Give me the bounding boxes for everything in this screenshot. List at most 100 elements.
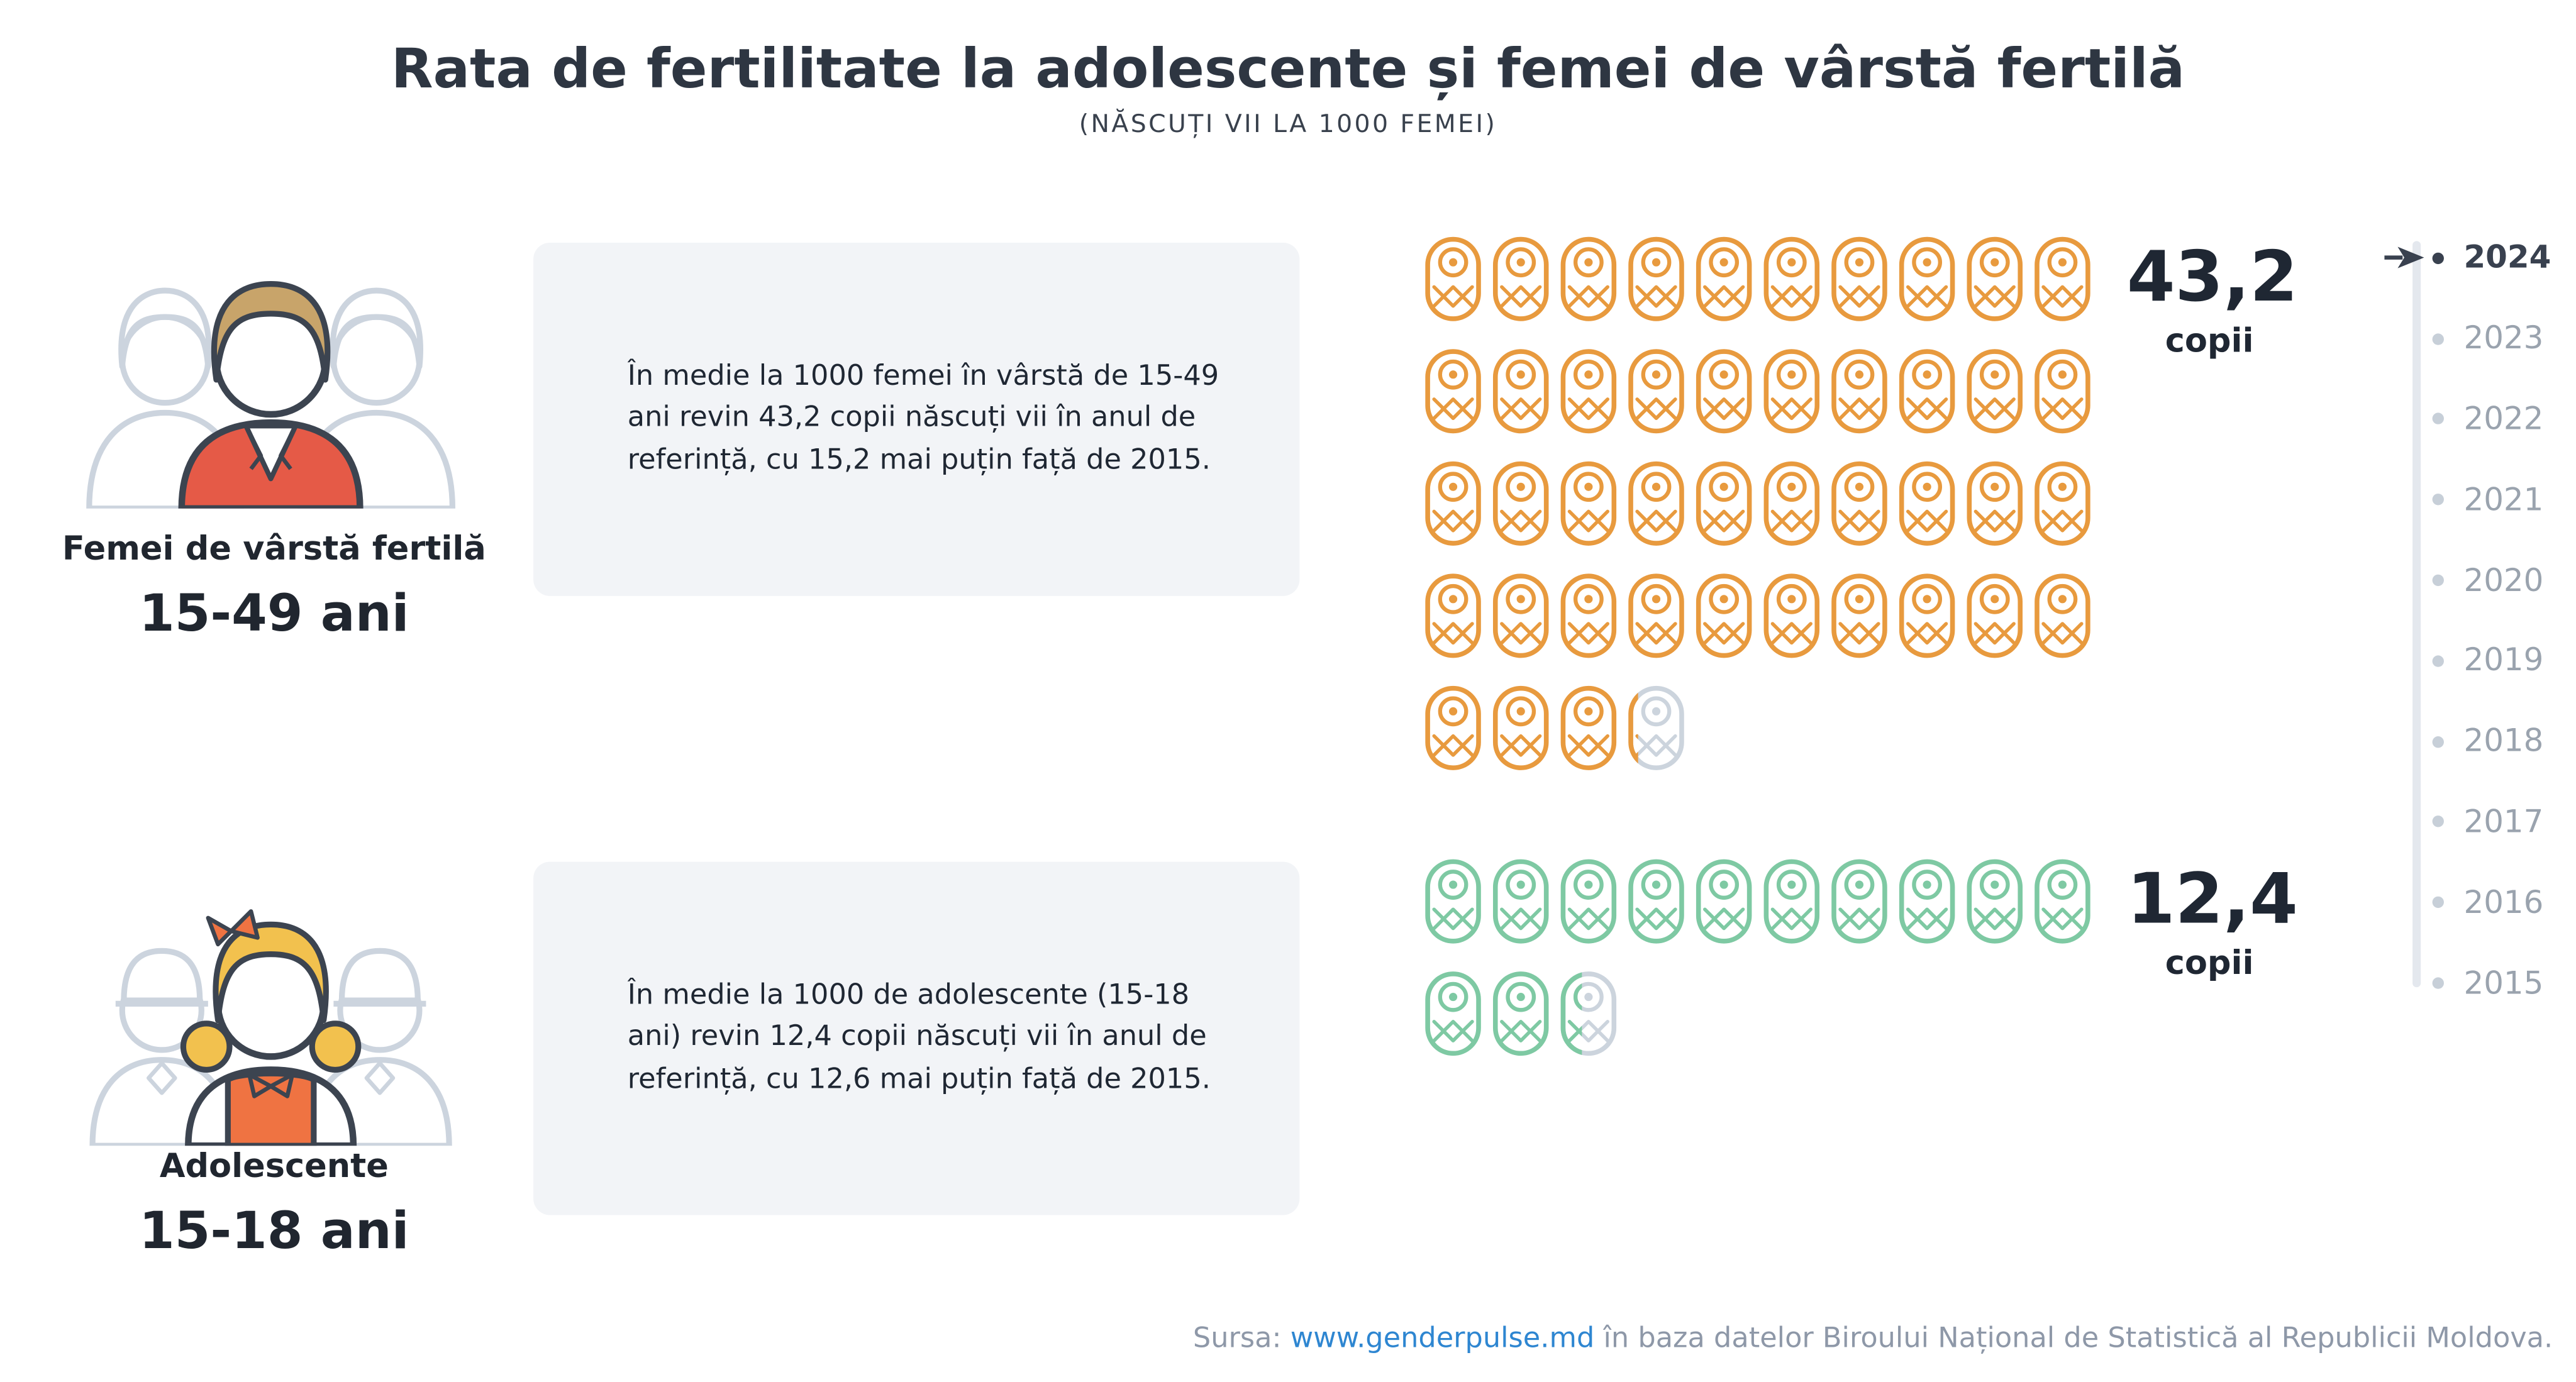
timeline-cursor-icon xyxy=(2381,245,2428,272)
timeline-dot xyxy=(2432,413,2444,426)
baby-icon xyxy=(1423,236,1483,322)
timeline-track xyxy=(2412,241,2421,988)
baby-icon xyxy=(1897,348,1957,434)
baby-icon xyxy=(1694,573,1754,659)
baby-icon xyxy=(1762,236,1822,322)
description-text: În medie la 1000 femei în vârstă de 15-4… xyxy=(627,359,1219,477)
baby-icon xyxy=(1491,348,1551,434)
baby-icon xyxy=(2033,348,2092,434)
timeline-year-2020[interactable]: 2020 xyxy=(2378,540,2576,621)
description-text: În medie la 1000 de adolescente (15-18 a… xyxy=(627,978,1211,1096)
stat-value: 12,4 xyxy=(2126,858,2298,939)
timeline-year-2023[interactable]: 2023 xyxy=(2378,299,2576,379)
timeline-year-label: 2021 xyxy=(2463,482,2544,518)
baby-icon xyxy=(1559,858,1619,944)
baby-icon xyxy=(1829,461,1889,547)
baby-icon xyxy=(1965,573,2025,659)
timeline-dot xyxy=(2432,816,2444,828)
timeline-dot xyxy=(2432,333,2444,345)
baby-icon xyxy=(1762,858,1822,944)
timeline-year-2016[interactable]: 2016 xyxy=(2378,863,2576,943)
baby-icon xyxy=(1559,573,1619,659)
baby-icon xyxy=(1762,348,1822,434)
baby-icon xyxy=(1897,461,1957,547)
baby-icon xyxy=(2033,461,2092,547)
baby-icon xyxy=(1965,858,2025,944)
adolescents-caption: Adolescente 15-18 ani xyxy=(16,1146,531,1261)
baby-icon xyxy=(1897,573,1957,659)
baby-icon xyxy=(1491,236,1551,322)
timeline-years: 2024 2023 2022 2021 2020 2019 2018 2017 2016 2015 xyxy=(2378,218,2576,1024)
source-link[interactable]: www.genderpulse.md xyxy=(1290,1322,1595,1356)
stat-adolescents: 12,4 copii xyxy=(2126,858,2298,983)
baby-icon xyxy=(1559,236,1619,322)
baby-icon-partial xyxy=(1626,685,1686,771)
baby-icon xyxy=(1897,858,1957,944)
timeline-year-label: 2015 xyxy=(2463,965,2544,1002)
baby-icon xyxy=(1559,685,1619,771)
description-card-adolescents: În medie la 1000 de adolescente (15-18 a… xyxy=(533,861,1300,1215)
page-title: Rata de fertilitate la adolescente și fe… xyxy=(391,36,2185,101)
baby-icon xyxy=(1965,461,2025,547)
baby-icon xyxy=(1491,858,1551,944)
pictogram-grid-adolescents xyxy=(1423,858,2104,1056)
page-subtitle: (NĂSCUȚI VII LA 1000 FEMEI) xyxy=(1079,109,1497,139)
baby-icon xyxy=(1491,573,1551,659)
baby-icon xyxy=(1559,461,1619,547)
timeline-year-label: 2020 xyxy=(2463,562,2544,599)
timeline-year-2017[interactable]: 2017 xyxy=(2378,782,2576,862)
baby-icon xyxy=(1626,858,1686,944)
timeline-year-2019[interactable]: 2019 xyxy=(2378,621,2576,701)
timeline-year-2022[interactable]: 2022 xyxy=(2378,379,2576,460)
timeline-year-label: 2017 xyxy=(2463,804,2544,841)
baby-icon xyxy=(1965,236,2025,322)
baby-icon xyxy=(1762,461,1822,547)
baby-icon xyxy=(1423,685,1483,771)
baby-icon xyxy=(1423,971,1483,1057)
source-suffix: în baza datelor Biroului Național de Sta… xyxy=(1594,1322,2553,1356)
baby-icon xyxy=(1423,348,1483,434)
baby-icon xyxy=(2033,236,2092,322)
baby-icon xyxy=(1423,573,1483,659)
adolescents-group-illustration xyxy=(79,862,462,1153)
baby-icon xyxy=(1829,236,1889,322)
stat-unit: copii xyxy=(2165,320,2254,360)
description-card-women: În medie la 1000 femei în vârstă de 15-4… xyxy=(533,242,1300,596)
timeline-year-label: 2018 xyxy=(2463,723,2544,760)
stat-value: 43,2 xyxy=(2126,236,2298,318)
baby-icon xyxy=(1829,573,1889,659)
stat-women: 43,2 copii xyxy=(2126,236,2298,360)
baby-icon xyxy=(2033,858,2092,944)
women-group-illustration xyxy=(79,224,462,515)
baby-icon xyxy=(1829,348,1889,434)
baby-icon xyxy=(1829,858,1889,944)
source-attribution: Sursa: www.genderpulse.md în baza datelo… xyxy=(1193,1322,2553,1356)
source-prefix: Sursa: xyxy=(1192,1322,1291,1356)
baby-icon xyxy=(1694,348,1754,434)
baby-icon xyxy=(1897,236,1957,322)
timeline-year-label: 2019 xyxy=(2463,643,2544,680)
age-range-label: 15-49 ani xyxy=(139,584,409,644)
timeline-year-2015[interactable]: 2015 xyxy=(2378,943,2576,1024)
baby-icon xyxy=(1491,971,1551,1057)
baby-icon xyxy=(1626,348,1686,434)
baby-icon xyxy=(1423,461,1483,547)
baby-icon xyxy=(1694,461,1754,547)
baby-icon xyxy=(1965,348,2025,434)
baby-icon xyxy=(1491,461,1551,547)
timeline-dot xyxy=(2432,494,2444,506)
group-label: Femei de vârstă fertilă xyxy=(62,528,486,568)
timeline-year-2021[interactable]: 2021 xyxy=(2378,460,2576,540)
group-label: Adolescente xyxy=(159,1146,389,1186)
timeline-year-label: 2022 xyxy=(2463,401,2544,438)
baby-icon xyxy=(1694,236,1754,322)
women-caption: Femei de vârstă fertilă 15-49 ani xyxy=(16,528,531,644)
timeline-dot xyxy=(2432,574,2444,587)
timeline-year-2018[interactable]: 2018 xyxy=(2378,701,2576,782)
baby-icon xyxy=(1559,348,1619,434)
timeline-year-label: 2023 xyxy=(2463,320,2544,357)
baby-icon xyxy=(1626,236,1686,322)
timeline-dot xyxy=(2432,252,2444,264)
timeline-year-2024[interactable]: 2024 xyxy=(2378,218,2576,299)
